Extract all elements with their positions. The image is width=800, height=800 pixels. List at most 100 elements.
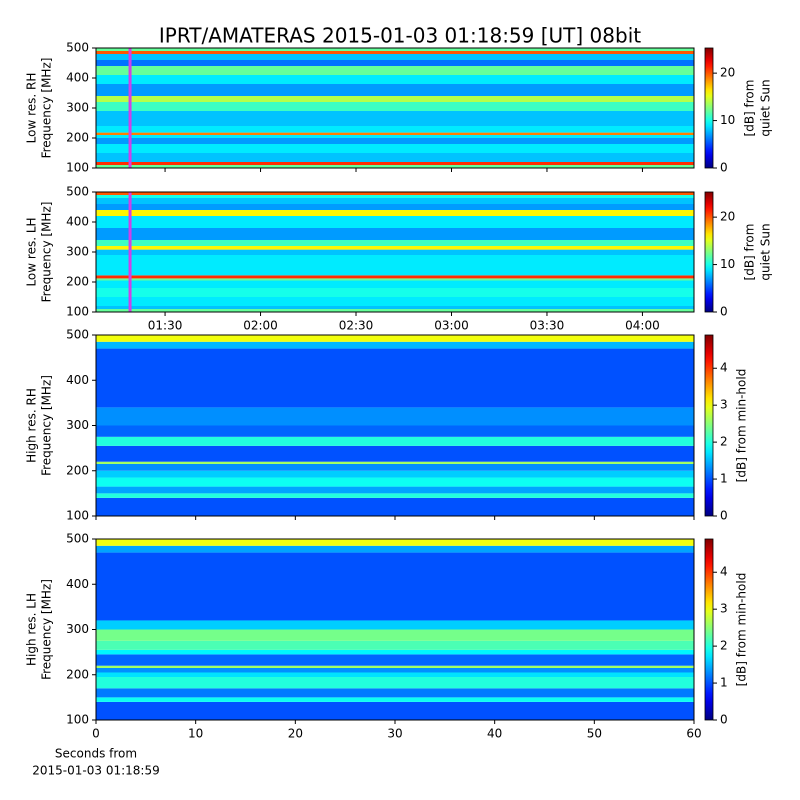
x-tick-label: 60 — [686, 727, 701, 741]
heatmap-cell — [96, 620, 694, 630]
heatmap-cell — [96, 470, 694, 478]
heatmap-cell — [96, 54, 694, 60]
x-tick-label: 04:00 — [625, 319, 660, 333]
y-tick-label: 300 — [66, 418, 89, 432]
x-tick-label: 40 — [487, 727, 502, 741]
heatmap-cell — [96, 436, 694, 446]
y-axis-label: Low res. RH — [25, 73, 39, 144]
heatmap-cell — [96, 240, 694, 246]
colorbar-tick-label: 0 — [720, 713, 728, 727]
heatmap-cell — [96, 210, 694, 216]
heatmap-cell — [96, 280, 694, 288]
heatmap-cell — [96, 649, 694, 655]
y-tick-label: 500 — [66, 532, 89, 546]
colorbar — [704, 47, 714, 169]
heatmap-cell — [96, 138, 694, 144]
heatmap-cell — [96, 288, 694, 297]
y-tick-label: 100 — [66, 509, 89, 523]
heatmap-cell — [96, 486, 694, 494]
y-axis-label: High res. RH — [25, 388, 39, 463]
y-axis-label: Frequency [MHz] — [40, 579, 54, 680]
heatmap-cell — [96, 216, 694, 228]
colorbar-tick-label: 20 — [720, 210, 735, 224]
y-tick-label: 400 — [66, 577, 89, 591]
y-tick-label: 300 — [66, 101, 89, 115]
heatmap-cell — [96, 204, 694, 210]
y-tick-label: 400 — [66, 71, 89, 85]
y-tick-label: 200 — [66, 275, 89, 289]
y-tick-label: 200 — [66, 667, 89, 681]
colorbar-tick-label: 4 — [720, 565, 728, 579]
colorbar-label: [dB] from min-hold — [735, 369, 749, 483]
heatmap-cell — [96, 132, 694, 135]
heatmap-cell — [96, 84, 694, 96]
x-tick-label: 01:30 — [148, 319, 183, 333]
colorbar-tick-label: 1 — [720, 472, 728, 486]
colorbar-tick-label: 10 — [720, 113, 735, 127]
heatmap-cell — [96, 497, 694, 516]
x-tick-label: 03:00 — [434, 319, 469, 333]
heatmap-cell — [96, 545, 694, 553]
heatmap-cell — [96, 348, 694, 408]
y-tick-label: 400 — [66, 373, 89, 387]
heatmap-cell — [96, 445, 694, 462]
x-tick-label: 02:00 — [243, 319, 278, 333]
y-tick-label: 500 — [66, 328, 89, 342]
heatmap-cell — [96, 688, 694, 698]
heatmap-cell — [96, 539, 694, 546]
figure-title: IPRT/AMATERAS 2015-01-03 01:18:59 [UT] 0… — [159, 24, 641, 48]
heatmap-cell — [96, 51, 694, 54]
heatmap-cell — [96, 126, 694, 133]
colorbar-tick-label: 0 — [720, 161, 728, 175]
colorbar-tick-label: 3 — [720, 398, 728, 412]
y-axis-label: Frequency [MHz] — [40, 58, 54, 159]
heatmap-cell — [96, 75, 694, 84]
y-tick-label: 300 — [66, 622, 89, 636]
heatmap-cell — [96, 667, 694, 673]
heatmap-cell — [96, 407, 694, 426]
heatmap-cell — [96, 60, 694, 66]
heatmap-cell — [96, 228, 694, 240]
x-tick-label: 50 — [587, 727, 602, 741]
heatmap-cell — [96, 102, 694, 111]
y-tick-label: 100 — [66, 305, 89, 319]
x-axis-label: 2015-01-03 01:18:59 — [32, 764, 159, 778]
heatmap-cell — [96, 697, 694, 702]
colorbar-tick-label: 0 — [720, 509, 728, 523]
colorbar-label: quiet Sun — [759, 79, 773, 136]
heatmap-cell — [96, 111, 694, 126]
y-axis-label: Frequency [MHz] — [40, 202, 54, 303]
colorbar-tick-label: 0 — [720, 305, 728, 319]
heatmap-cell — [96, 493, 694, 498]
y-axis-label: Low res. LH — [25, 217, 39, 286]
heatmap-cell — [96, 552, 694, 621]
colorbar-label: [dB] from min-hold — [735, 573, 749, 687]
colorbar-tick-label: 3 — [720, 602, 728, 616]
heatmap-cell — [96, 192, 694, 195]
heatmap-cell — [96, 246, 694, 250]
heatmap-cell — [96, 463, 694, 471]
y-tick-label: 200 — [66, 463, 89, 477]
heatmap-cell — [96, 461, 694, 464]
heatmap-cell — [96, 309, 694, 312]
y-axis-label: Frequency [MHz] — [40, 375, 54, 476]
x-tick-label: 03:30 — [530, 319, 565, 333]
colorbar-tick-label: 20 — [720, 66, 735, 80]
x-axis-label: Seconds from — [55, 747, 137, 761]
heatmap-cell — [96, 677, 694, 689]
heatmap-cell — [96, 640, 694, 650]
heatmap-cell — [96, 195, 694, 198]
colorbar-label: quiet Sun — [759, 223, 773, 280]
colorbar — [704, 538, 714, 721]
heatmap-cell — [96, 153, 694, 162]
heatmap-cell — [96, 425, 694, 437]
x-tick-label: 02:30 — [339, 319, 374, 333]
heatmap-cell — [96, 306, 694, 309]
heatmap-cell — [96, 477, 694, 487]
heatmap-cell — [96, 335, 694, 342]
heatmap-cell — [96, 96, 694, 102]
colorbar-tick-label: 4 — [720, 361, 728, 375]
heatmap-cell — [96, 270, 694, 276]
y-tick-label: 200 — [66, 131, 89, 145]
